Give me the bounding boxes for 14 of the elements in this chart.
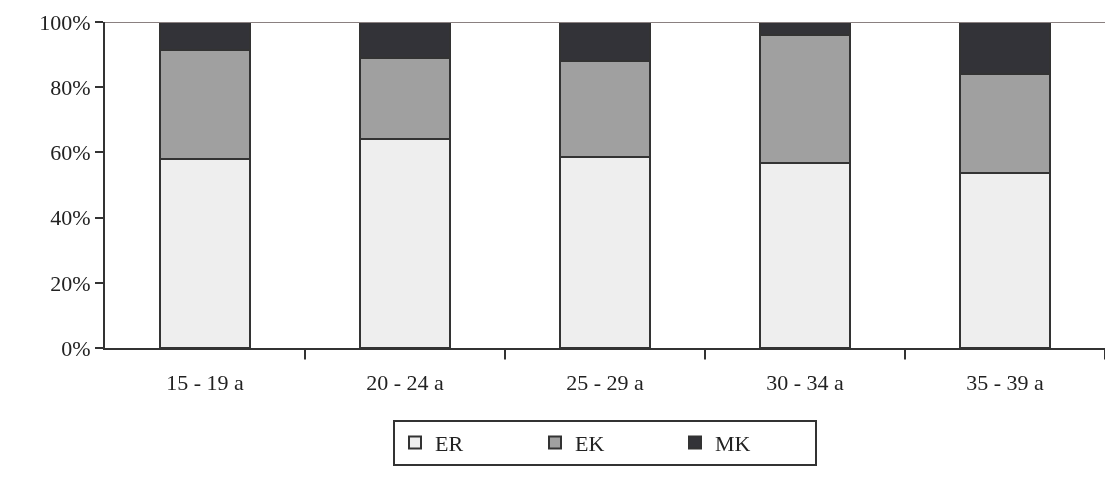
x-tick-label: 20 - 24 a bbox=[366, 370, 445, 396]
y-tick-label: 100% bbox=[39, 9, 91, 35]
legend-label: MK bbox=[715, 431, 751, 457]
y-tick-label: 60% bbox=[50, 140, 91, 166]
y-tick-label: 0% bbox=[61, 335, 91, 361]
y-tick-label: 80% bbox=[50, 74, 91, 100]
legend-label: EK bbox=[575, 431, 605, 457]
y-tick-label: 40% bbox=[50, 205, 91, 231]
legend-label: ER bbox=[435, 431, 464, 457]
x-tick-label: 35 - 39 a bbox=[966, 370, 1045, 396]
y-tick-label: 20% bbox=[50, 270, 91, 296]
x-tick-label: 30 - 34 a bbox=[766, 370, 845, 396]
x-tick-label: 15 - 19 a bbox=[166, 370, 245, 396]
x-tick-label: 25 - 29 a bbox=[566, 370, 645, 396]
